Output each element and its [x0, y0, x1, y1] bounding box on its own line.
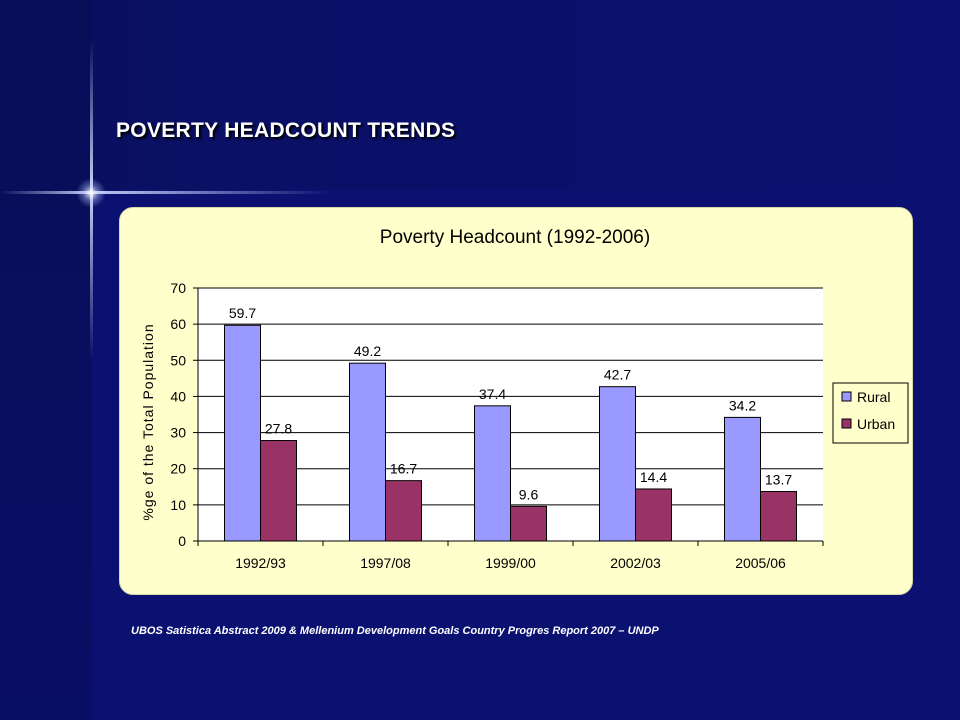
- chart-title: Poverty Headcount (1992-2006): [380, 227, 650, 248]
- axes: [193, 287, 824, 546]
- poverty-headcount-chart: Poverty Headcount (1992-2006) %ge of the…: [140, 227, 909, 571]
- bar-rural: [349, 362, 386, 542]
- slide-background-left-band: [0, 0, 92, 720]
- bar-rural: [224, 324, 261, 542]
- bar-urban: [635, 488, 672, 542]
- data-label-rural: 34.2: [729, 397, 756, 413]
- bar-rural: [724, 416, 761, 542]
- y-tick-label: 0: [178, 533, 186, 549]
- data-label-urban: 14.4: [640, 469, 667, 485]
- data-label-urban: 27.8: [265, 421, 292, 437]
- bar-urban: [760, 490, 797, 542]
- y-tick-label: 10: [170, 497, 186, 513]
- bars: [224, 324, 797, 542]
- x-tick-label: 1999/00: [485, 555, 536, 571]
- legend-swatch-urban: [841, 418, 852, 429]
- chart-panel: Poverty Headcount (1992-2006) %ge of the…: [119, 207, 913, 595]
- y-tick-label: 60: [170, 316, 186, 332]
- slide-title: POVERTY HEADCOUNT TRENDS: [116, 119, 456, 142]
- source-citation: UBOS Satistica Abstract 2009 & Mellenium…: [131, 625, 659, 637]
- bar-rural: [474, 405, 511, 542]
- x-tick-labels: 1992/93 1997/08 1999/00 2002/03 2005/06: [235, 555, 786, 571]
- slide-background-top: [0, 0, 960, 190]
- y-tick-label: 30: [170, 425, 186, 441]
- data-label-urban: 13.7: [765, 471, 792, 487]
- bar-rural: [599, 386, 636, 542]
- data-label-rural: 49.2: [354, 343, 381, 359]
- x-tick-label: 2002/03: [610, 555, 661, 571]
- y-tick-label: 40: [170, 388, 186, 404]
- legend: Rural Urban: [832, 382, 909, 444]
- y-tick-label: 50: [170, 352, 186, 368]
- y-axis-label: %ge of the Total Population: [140, 323, 156, 520]
- x-tick-label: 2005/06: [735, 555, 786, 571]
- data-label-rural: 42.7: [604, 367, 631, 383]
- legend-label-urban: Urban: [857, 416, 895, 432]
- data-label-rural: 59.7: [229, 305, 256, 321]
- bar-urban: [385, 480, 422, 542]
- x-tick-label: 1992/93: [235, 555, 286, 571]
- data-label-urban: 16.7: [390, 461, 417, 477]
- gridlines: [198, 287, 823, 506]
- bar-urban: [260, 440, 297, 542]
- y-tick-label: 70: [170, 280, 186, 296]
- legend-label-rural: Rural: [857, 389, 890, 405]
- data-label-rural: 37.4: [479, 386, 506, 402]
- y-tick-labels: 0 10 20 30 40 50 60 70: [170, 280, 186, 549]
- light-flare-horizontal: [0, 191, 330, 194]
- bar-labels: 59.7 27.8 49.2 16.7 37.4 9.6 42.7 14.4 34.2 13.7: [229, 305, 792, 502]
- legend-swatch-rural: [841, 391, 852, 402]
- bar-urban: [510, 505, 547, 542]
- data-label-urban: 9.6: [519, 486, 539, 502]
- light-flare-core: [76, 178, 106, 208]
- x-tick-label: 1997/08: [360, 555, 411, 571]
- y-tick-label: 20: [170, 461, 186, 477]
